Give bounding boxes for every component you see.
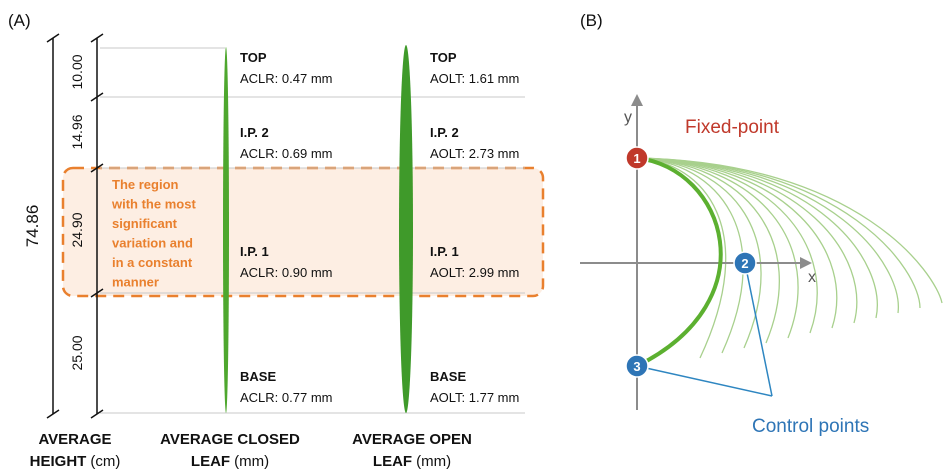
column-label: LEAF(mm) [191, 453, 269, 470]
level-name: BASE [240, 369, 276, 384]
segment-length: 25.00 [69, 335, 85, 370]
x-axis-label: x [808, 269, 816, 286]
column-label: HEIGHT(cm) [30, 453, 121, 470]
control-points-label: Control points [752, 416, 869, 437]
point-number: 1 [633, 151, 640, 166]
label-word: LEAF [373, 453, 412, 470]
column-label: AVERAGE [38, 431, 111, 448]
column-label: AVERAGE CLOSED [160, 431, 300, 448]
level-name: I.P. 1 [240, 244, 269, 259]
closed-leaf [223, 47, 229, 413]
curve-family [637, 158, 942, 358]
candidate-curve [637, 158, 837, 328]
aolt-value: AOLT: 2.99 mm [430, 265, 519, 280]
level-name: BASE [430, 369, 466, 384]
panel-label: (A) [8, 11, 31, 30]
note-line: manner [112, 275, 159, 290]
label-unit: (cm) [90, 453, 120, 470]
page: {"panel_a": { "label": "(A)", "total_hei… [0, 0, 950, 470]
label-unit: (mm) [234, 453, 269, 470]
y-arrow [631, 94, 643, 106]
total-height: 74.86 [23, 205, 42, 248]
candidate-curve [637, 158, 857, 323]
segment-length: 24.90 [69, 212, 85, 247]
level-name: I.P. 1 [430, 244, 459, 259]
y-axis-label: y [624, 109, 632, 126]
candidate-curve [637, 158, 920, 308]
open-leaf [399, 45, 413, 413]
aclr-value: ACLR: 0.90 mm [240, 265, 332, 280]
candidate-curve [637, 158, 898, 313]
label-unit: (mm) [416, 453, 451, 470]
aclr-value: ACLR: 0.77 mm [240, 390, 332, 405]
segment-length: 14.96 [69, 114, 85, 149]
segment-length: 10.00 [69, 54, 85, 89]
label-word: HEIGHT [30, 453, 87, 470]
note-line: in a constant [112, 255, 193, 270]
column-label: LEAF(mm) [373, 453, 451, 470]
figure: (A) 74.86 10.00 14.96 24.90 25.00 TOP TOP… [0, 0, 950, 470]
pointer-line [637, 366, 772, 396]
pointer-line [745, 263, 772, 396]
column-label: AVERAGE OPEN [352, 431, 472, 448]
aolt-value: AOLT: 2.73 mm [430, 146, 519, 161]
aclr-value: ACLR: 0.47 mm [240, 71, 332, 86]
note-line: significant [112, 216, 178, 231]
level-name: TOP [240, 50, 267, 65]
candidate-curve [637, 158, 743, 353]
candidate-curve [637, 158, 942, 303]
note-line: The region [112, 177, 179, 192]
aolt-value: AOLT: 1.61 mm [430, 71, 519, 86]
panel-label: (B) [580, 11, 603, 30]
level-name: I.P. 2 [240, 125, 269, 140]
note-line: variation and [112, 236, 193, 251]
label-word: LEAF [191, 453, 230, 470]
level-name: I.P. 2 [430, 125, 459, 140]
level-name: TOP [430, 50, 457, 65]
x-arrow [800, 257, 812, 269]
note-line: with the most [111, 197, 196, 212]
fixed-point-label: Fixed-point [685, 117, 780, 138]
aolt-value: AOLT: 1.77 mm [430, 390, 519, 405]
point-number: 3 [633, 359, 640, 374]
point-number: 2 [741, 256, 748, 271]
aclr-value: ACLR: 0.69 mm [240, 146, 332, 161]
